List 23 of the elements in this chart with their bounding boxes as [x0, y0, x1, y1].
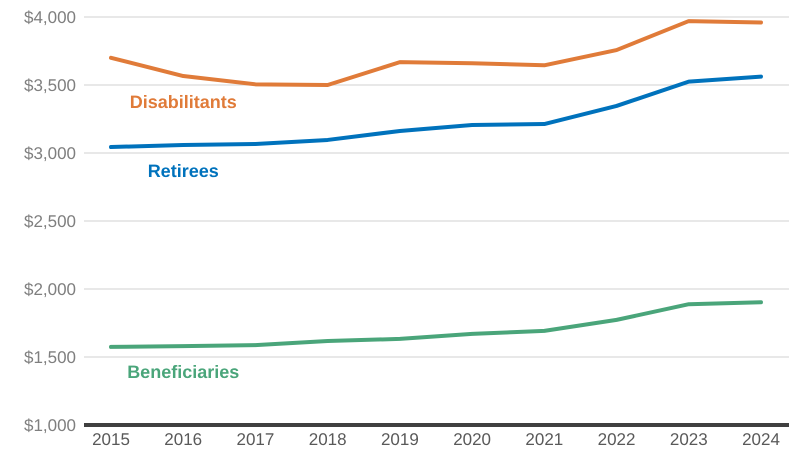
- x-tick-label: 2018: [308, 430, 347, 450]
- y-tick-label: $3,000: [24, 144, 76, 164]
- y-tick-label: $3,500: [24, 76, 76, 96]
- x-tick-label: 2020: [453, 430, 492, 450]
- x-tick-label: 2022: [598, 430, 636, 450]
- x-tick-label: 2019: [380, 430, 419, 450]
- x-tick-label: 2017: [236, 430, 274, 450]
- series-label: Retirees: [148, 160, 219, 181]
- y-tick-label: $4,000: [24, 8, 76, 28]
- y-tick-label: $2,000: [24, 280, 76, 300]
- x-tick-label: 2024: [742, 430, 780, 450]
- line-series: [109, 19, 763, 87]
- line-series: [109, 74, 763, 150]
- y-tick-label: $1,000: [24, 416, 76, 436]
- series-label: Beneficiaries: [127, 362, 240, 382]
- x-tick-label: 2021: [525, 430, 564, 450]
- x-tick-label: 2016: [164, 430, 202, 450]
- x-tick-label: 2023: [670, 430, 708, 450]
- line-series: [109, 300, 763, 349]
- x-tick-label: 2015: [92, 430, 130, 450]
- series-label: Disabilitants: [130, 92, 237, 112]
- y-tick-label: $1,500: [24, 348, 76, 368]
- y-tick-label: $2,500: [24, 212, 76, 232]
